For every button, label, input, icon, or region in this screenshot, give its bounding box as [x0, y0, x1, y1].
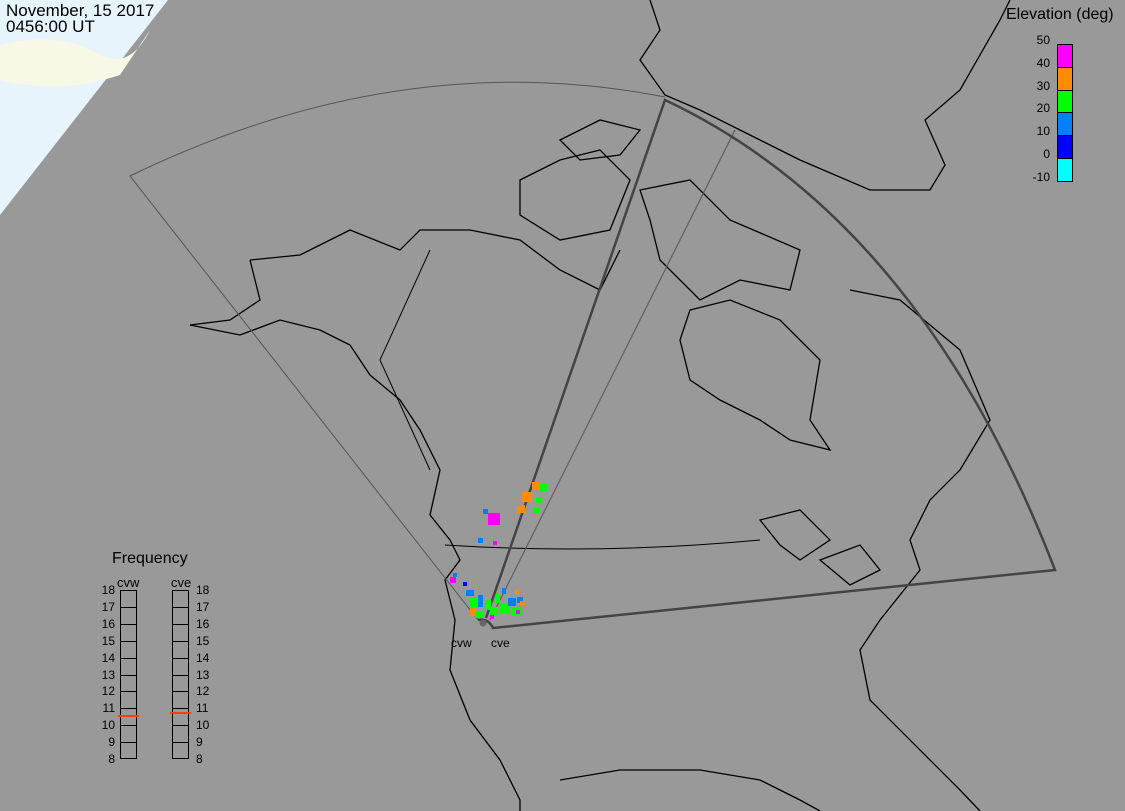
frequency-tick: 18	[101, 583, 115, 597]
echo-cell	[496, 593, 500, 603]
frequency-bar-cvw	[120, 590, 137, 759]
elevation-color-2	[1057, 89, 1073, 114]
frequency-tick: 12	[196, 684, 210, 699]
echo-cell	[540, 484, 547, 491]
frequency-tick: 18	[196, 583, 210, 597]
elevation-color-0	[1057, 44, 1073, 68]
frequency-tick: 16	[101, 616, 115, 631]
frequency-tick: 10	[101, 718, 115, 733]
echo-cell	[466, 590, 474, 596]
echo-cell	[450, 577, 456, 583]
frequency-tick: 13	[196, 667, 210, 682]
frequency-marker-cvw	[118, 715, 139, 718]
cve-fov	[477, 98, 1057, 630]
echo-cell	[470, 608, 476, 616]
daylight-land	[0, 30, 150, 87]
echo-cell	[508, 598, 516, 606]
echo-cell	[515, 590, 519, 594]
echo-cell	[536, 497, 542, 503]
echo-cell	[485, 600, 491, 610]
elevation-tick: 40	[1036, 55, 1050, 70]
frequency-marker-cve	[170, 711, 191, 714]
frequency-tick: 17	[101, 599, 115, 614]
elevation-tick: 20	[1036, 101, 1050, 116]
frequency-tick: 14	[196, 650, 210, 665]
echo-cell	[502, 588, 506, 594]
radar-label-cvw: cvw	[117, 575, 140, 590]
cvw-fov	[129, 81, 736, 621]
frequency-tick: 10	[196, 718, 210, 733]
echo-cell	[520, 601, 525, 606]
elevation-legend-title: Elevation (deg)	[1006, 6, 1114, 23]
time-label: 0456:00 UT	[6, 17, 95, 36]
echo-cell	[517, 597, 523, 603]
frequency-tick: 16	[196, 616, 210, 631]
radar-site	[479, 619, 487, 627]
site-label-cvw: cvw	[451, 636, 472, 650]
frequency-tick: 8	[196, 752, 203, 766]
echo-cell	[478, 595, 483, 607]
echo-cell	[490, 615, 494, 619]
elevation-color-5	[1057, 158, 1073, 182]
frequency-tick: 15	[196, 633, 210, 648]
elevation-color-4	[1057, 135, 1073, 159]
date-label: November, 15 2017	[6, 1, 155, 20]
echo-cell	[493, 541, 497, 545]
elevation-tick: 0	[1043, 147, 1050, 161]
echo-cell	[488, 513, 500, 525]
frequency-tick: 13	[101, 667, 115, 682]
frequency-tick: 11	[196, 701, 209, 716]
frequency-tick: 12	[101, 684, 115, 699]
frequency-tick: 8	[108, 752, 115, 766]
elevation-tick: 10	[1036, 124, 1050, 139]
frequency-tick: 9	[108, 735, 115, 750]
echo-cell	[490, 607, 498, 615]
echo-cell	[478, 538, 483, 543]
frequency-tick: 14	[101, 650, 115, 665]
echo-cell	[453, 573, 457, 577]
elevation-tick: -10	[1032, 169, 1050, 184]
elevation-tick: 50	[1036, 33, 1050, 47]
elevation-tick: 30	[1036, 78, 1050, 93]
frequency-tick: 11	[102, 701, 115, 716]
elevation-color-3	[1057, 112, 1073, 137]
radar-echoes	[450, 482, 547, 619]
echo-cell	[483, 509, 488, 514]
echo-cell	[522, 492, 532, 502]
frequency-tick: 17	[196, 599, 210, 614]
echo-cell	[463, 582, 467, 586]
coastlines	[189, 0, 1011, 811]
site-label-cve: cve	[491, 636, 510, 650]
elevation-color-1	[1057, 66, 1073, 91]
echo-cell	[516, 610, 520, 614]
fields-of-view	[129, 81, 1057, 630]
echo-cell	[532, 482, 540, 490]
echo-cell	[533, 508, 539, 514]
frequency-tick: 9	[196, 735, 203, 750]
echo-cell	[500, 603, 510, 613]
frequency-tick: 15	[101, 633, 115, 648]
frequency-bar-cve	[172, 590, 189, 759]
echo-cell	[517, 505, 525, 513]
frequency-title: Frequency	[112, 550, 188, 567]
echo-cell	[470, 598, 480, 608]
echo-cell	[475, 612, 483, 618]
radar-label-cve: cve	[171, 575, 192, 590]
